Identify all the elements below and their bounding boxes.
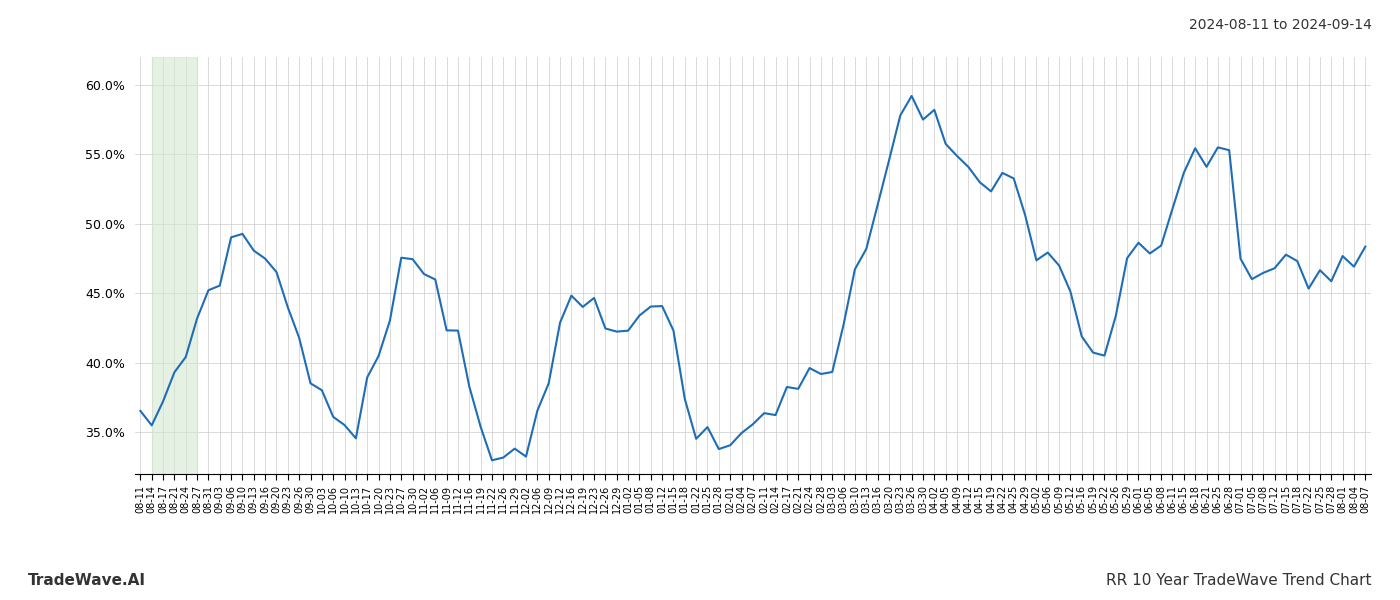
Text: TradeWave.AI: TradeWave.AI [28, 573, 146, 588]
Text: 2024-08-11 to 2024-09-14: 2024-08-11 to 2024-09-14 [1189, 18, 1372, 32]
Bar [151, 57, 197, 474]
Text: RR 10 Year TradeWave Trend Chart: RR 10 Year TradeWave Trend Chart [1106, 573, 1372, 588]
